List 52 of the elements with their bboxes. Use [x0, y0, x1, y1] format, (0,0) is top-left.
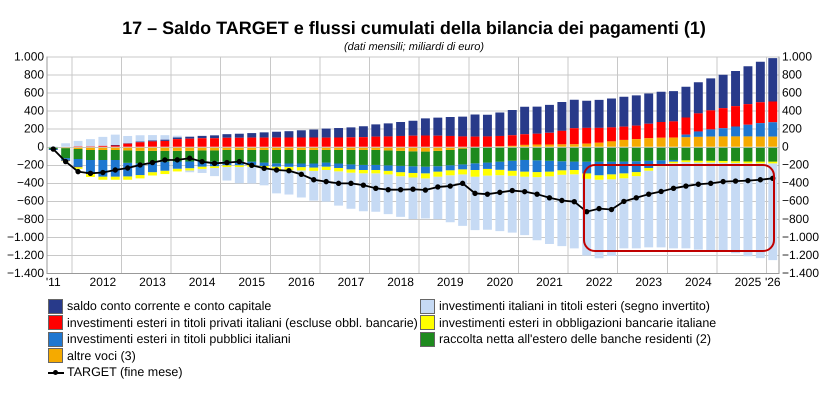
y-tick-label: 400: [24, 103, 44, 118]
y2-tick-label: −400: [782, 176, 810, 190]
legend-label: investimenti esteri in obbligazioni bancarie italiane: [439, 316, 716, 330]
x-tick-label: 2012: [90, 275, 117, 290]
y2-tick-label: 1.000: [782, 49, 812, 64]
legend-label: saldo conto corrente e conto capitale: [67, 299, 272, 313]
y-tick-label: −1.000: [6, 230, 44, 244]
y2-tick-label: −800: [782, 212, 810, 226]
y2-tick-label: 200: [782, 122, 802, 136]
y-tick-label: −600: [17, 194, 44, 208]
legend-label: TARGET (fine mese): [67, 365, 183, 379]
y2-tick-label: 600: [782, 85, 802, 100]
y2-tick-label: −1.400: [782, 266, 820, 280]
x-tick-label: '26: [764, 275, 781, 290]
y-tick-label: 800: [24, 67, 44, 82]
y-tick-label: 0: [37, 140, 44, 154]
y2-tick-label: 800: [782, 67, 802, 82]
y2-tick-label: −1.200: [782, 248, 820, 262]
chart-subtitle: (dati mensili; miliardi di euro): [344, 41, 484, 53]
y-tick-label: −1.200: [6, 248, 44, 262]
x-tick-label: 2024: [684, 275, 712, 290]
y-tick-label: 600: [24, 85, 44, 100]
y2-tick-label: 400: [782, 103, 802, 118]
legend-label: investimenti italiani in titoli esteri (segno invertito): [439, 299, 710, 313]
x-tick-label: 2016: [288, 275, 316, 290]
x-tick-label: 2019: [436, 275, 464, 290]
y-tick-label: −400: [17, 176, 44, 190]
x-tick-label: 2020: [486, 275, 514, 290]
y-tick-label: 200: [24, 122, 44, 136]
x-tick-label: 2014: [188, 275, 216, 290]
x-tick-label: 2013: [139, 275, 166, 290]
y-tick-label: 1.000: [14, 49, 44, 64]
legend-label: raccolta netta all'estero delle banche residenti (2): [439, 332, 711, 346]
legend-label: investimenti esteri in titoli pubblici italiani: [67, 332, 291, 346]
x-tick-label: 2023: [635, 275, 662, 290]
y2-tick-label: −200: [782, 158, 810, 172]
x-tick-label: 2017: [338, 275, 365, 290]
y-tick-label: −200: [17, 158, 44, 172]
x-tick-label: 2025: [734, 275, 762, 290]
y-tick-label: −800: [17, 212, 44, 226]
legend-label: investimenti esteri in titoli privati italiani (escluse obbl. bancarie): [67, 316, 418, 330]
chart-title: 17 – Saldo TARGET e flussi cumulati della bilancia dei pagamenti (1): [121, 18, 707, 39]
x-tick-label: 2015: [238, 275, 266, 290]
y2-tick-label: −600: [782, 194, 810, 208]
legend-label: altre voci (3): [67, 348, 136, 362]
x-tick-label: 2022: [586, 275, 613, 290]
x-tick-label: 2018: [387, 275, 414, 290]
y2-tick-label: 0: [782, 140, 789, 154]
x-tick-label: '11: [46, 275, 61, 290]
y2-tick-label: −1.000: [782, 230, 820, 244]
y-tick-label: −1.400: [6, 266, 44, 280]
x-tick-label: 2021: [536, 275, 564, 290]
